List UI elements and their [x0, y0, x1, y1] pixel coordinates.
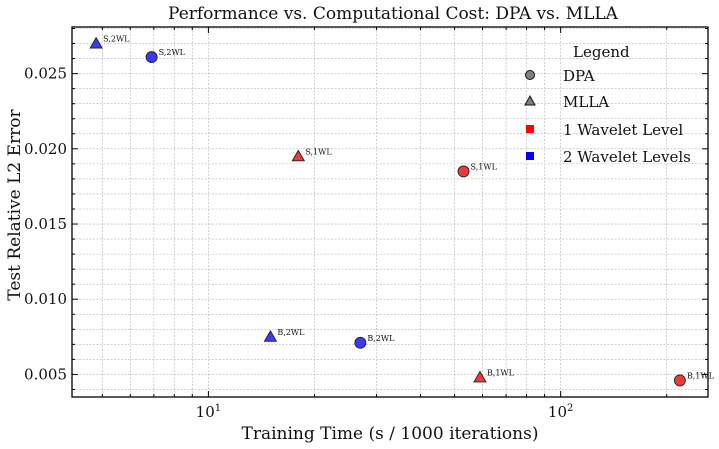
mlla-point [263, 329, 278, 342]
data-points: S,2WL S,2WL S,1WL S,1WL B,2WL B,2WL B,1WL B,1WL [89, 35, 715, 387]
y-tick-label: 0.015 [24, 215, 67, 233]
x-axis-title: Training Time (s / 1000 iterations) [242, 424, 539, 444]
mlla-point [473, 370, 487, 383]
legend-square-marker [526, 125, 534, 133]
y-tick-label: 0.005 [24, 365, 67, 383]
legend: Legend DPA MLLA 1 Wavelet Level 2 Wavelet L… [524, 43, 691, 166]
legend-title: Legend [573, 43, 630, 61]
point-label: B,1WL [687, 371, 715, 380]
axis-ticks: 0.005 0.010 0.015 0.020 0.025 101 102 [24, 27, 708, 421]
legend-entry-label: MLLA [563, 93, 609, 111]
dpa-point [457, 165, 470, 178]
mlla-point [291, 149, 306, 162]
legend-triangle-marker [524, 94, 536, 106]
legend-circle-marker [525, 70, 535, 80]
plot-frame [71, 26, 709, 398]
point-label: B,2WL [367, 334, 395, 343]
chart-title: Performance vs. Computational Cost: DPA … [168, 4, 619, 24]
mlla-point [89, 36, 103, 49]
grid [72, 27, 708, 397]
y-tick-label: 0.010 [24, 290, 67, 308]
point-label: B,2WL [277, 328, 305, 337]
y-axis-title: Test Relative L2 Error [5, 108, 25, 300]
y-tick-label: 0.020 [24, 140, 67, 158]
y-tick-label: 0.025 [24, 65, 67, 83]
point-label: S,1WL [471, 162, 498, 171]
point-label: S,2WL [103, 35, 130, 44]
legend-entry-label: DPA [563, 67, 595, 85]
legend-entry-label: 1 Wavelet Level [563, 121, 683, 139]
dpa-point [354, 336, 367, 349]
x-tick-label: 102 [548, 403, 573, 421]
legend-square-marker [526, 152, 534, 160]
legend-entry-label: 2 Wavelet Levels [563, 148, 691, 166]
dpa-point [673, 374, 686, 387]
point-label: B,1WL [487, 368, 515, 377]
point-label: S,1WL [305, 147, 332, 156]
x-tick-label: 101 [196, 403, 221, 421]
point-label: S,2WL [159, 48, 186, 57]
dpa-point [145, 51, 158, 64]
